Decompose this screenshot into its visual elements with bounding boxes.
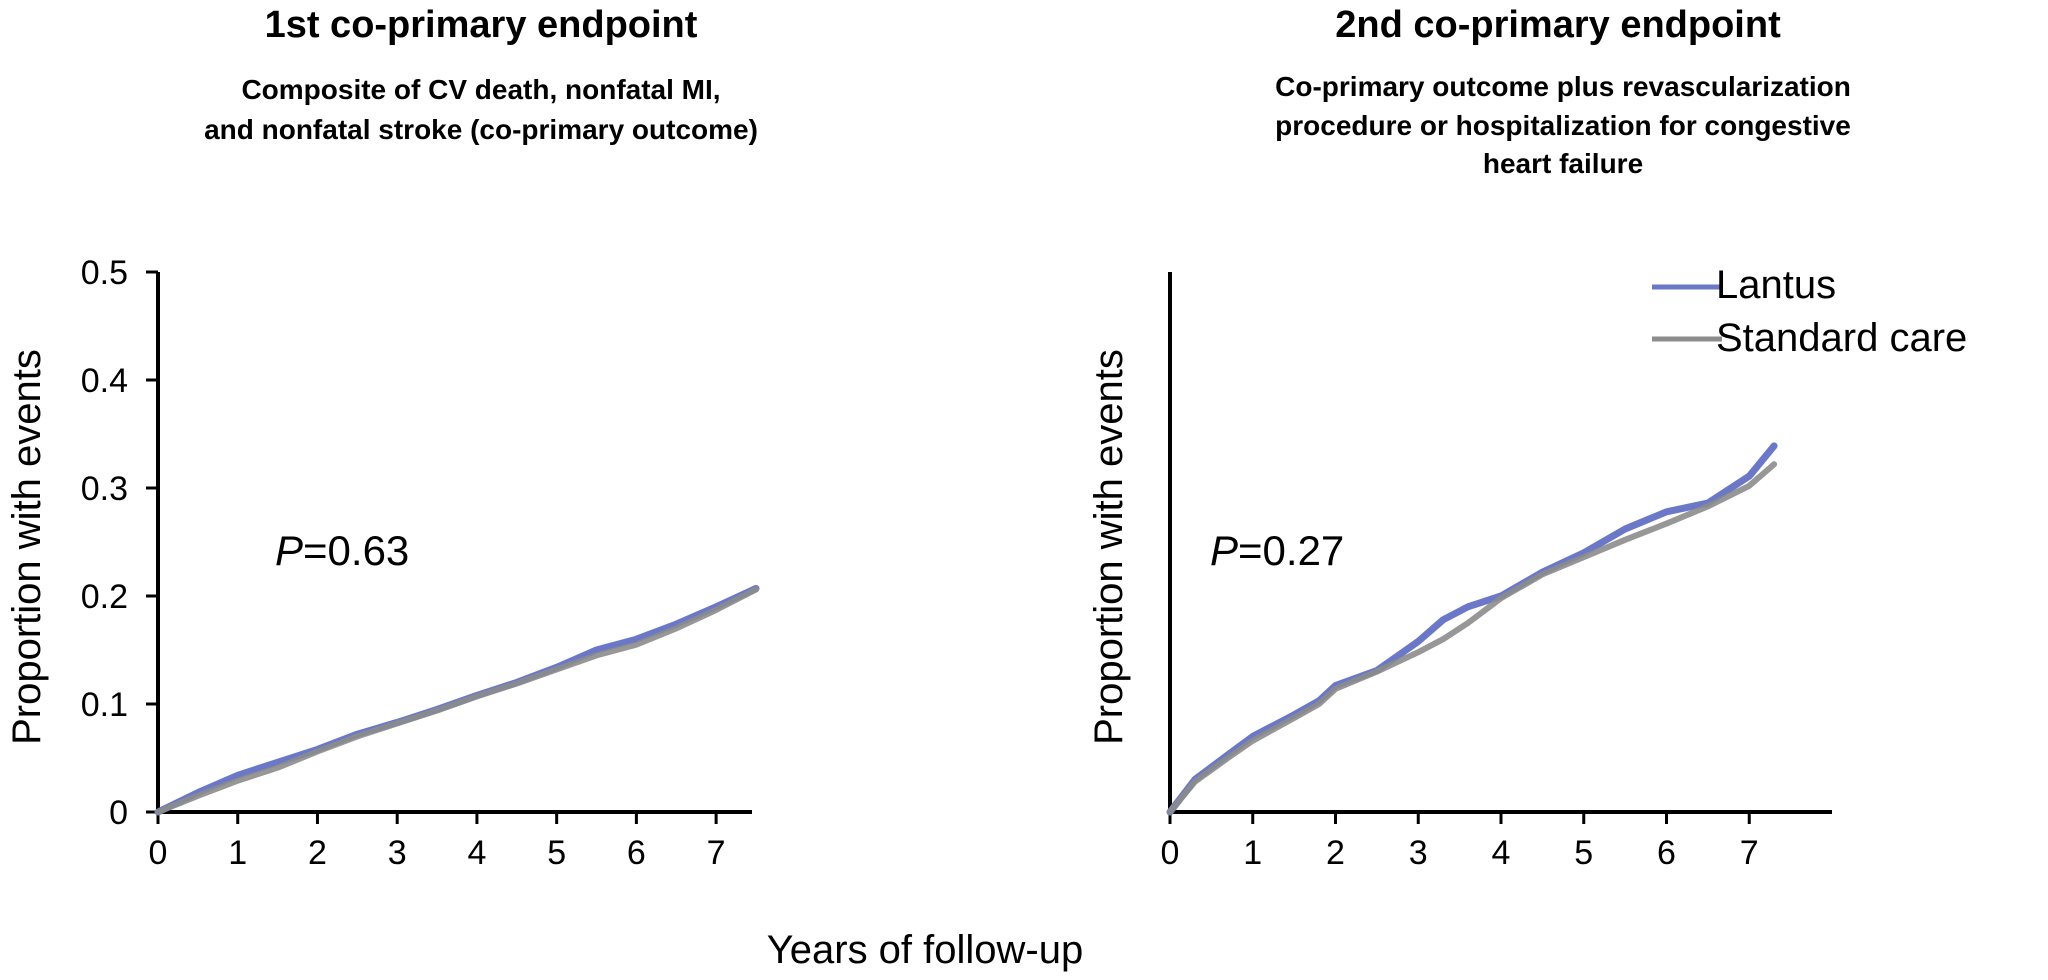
chart1-x-tick-label: 4 [467, 834, 486, 872]
chart1-x-tick-label: 0 [149, 834, 168, 872]
chart1-y-tick-label: 0.1 [81, 686, 128, 724]
chart2-x-tick-label: 7 [1740, 834, 1759, 872]
chart2-subtitle-line-2: procedure or hospitalization for congest… [1275, 110, 1851, 141]
chart1-y-tick-label: 0.3 [81, 470, 128, 508]
chart1-y-tick-label: 0.2 [81, 578, 128, 616]
chart2-title: 2nd co-primary endpoint [1335, 4, 1781, 46]
chart1-subtitle-line-1: Composite of CV death, nonfatal MI, [241, 74, 720, 105]
chart2-x-tick-label: 4 [1492, 834, 1511, 872]
shared-x-axis-label: Years of follow-up [767, 928, 1083, 972]
chart1-y-tick-label: 0 [109, 794, 128, 832]
chart1-y-tick-label: 0.4 [81, 362, 128, 400]
chart2-x-tick-label: 5 [1574, 834, 1593, 872]
chart2-subtitle-line-3: heart failure [1483, 148, 1643, 179]
chart1-series-standard-care-line [155, 586, 759, 815]
chart1-x-tick-label: 6 [627, 834, 646, 872]
chart1-x-tick-label: 7 [707, 834, 726, 872]
chart1-subtitle-line-2: and nonfatal stroke (co-primary outcome) [204, 114, 758, 145]
chart1-x-tick-label: 2 [308, 834, 327, 872]
chart2-x-tick-label: 6 [1657, 834, 1676, 872]
chart2-subtitle-line-1: Co-primary outcome plus revascularizatio… [1275, 71, 1851, 102]
legend-label-standard-care: Standard care [1716, 316, 1967, 360]
chart1-x-tick-label: 1 [228, 834, 247, 872]
chart2-series-standard-care-line [1167, 461, 1778, 815]
chart2-x-tick-label: 1 [1243, 834, 1262, 872]
chart1-y-axis-label: Proportion with events [5, 349, 49, 745]
chart1-x-tick-label: 5 [547, 834, 566, 872]
chart1-x-tick-label: 3 [388, 834, 407, 872]
chart2-y-axis-label: Proportion with events [1087, 349, 1131, 745]
chart1-p-value: P=0.63 [275, 527, 409, 574]
chart2-x-tick-label: 3 [1409, 834, 1428, 872]
chart2-series-lantus-line [1166, 442, 1778, 816]
legend-label-lantus: Lantus [1716, 263, 1836, 307]
chart2-p-value: P=0.27 [1210, 527, 1344, 574]
chart1-title: 1st co-primary endpoint [265, 4, 698, 46]
chart2-x-tick-label: 0 [1161, 834, 1180, 872]
chart1-y-tick-label: 0.5 [81, 254, 128, 292]
chart-marks: 0 1 2 3 4 5 6 7 0 0.1 0.2 0.3 0.4 0.5 0 1 2 3 4 5 6 7 [81, 254, 1832, 872]
chart2-x-tick-label: 2 [1326, 834, 1345, 872]
